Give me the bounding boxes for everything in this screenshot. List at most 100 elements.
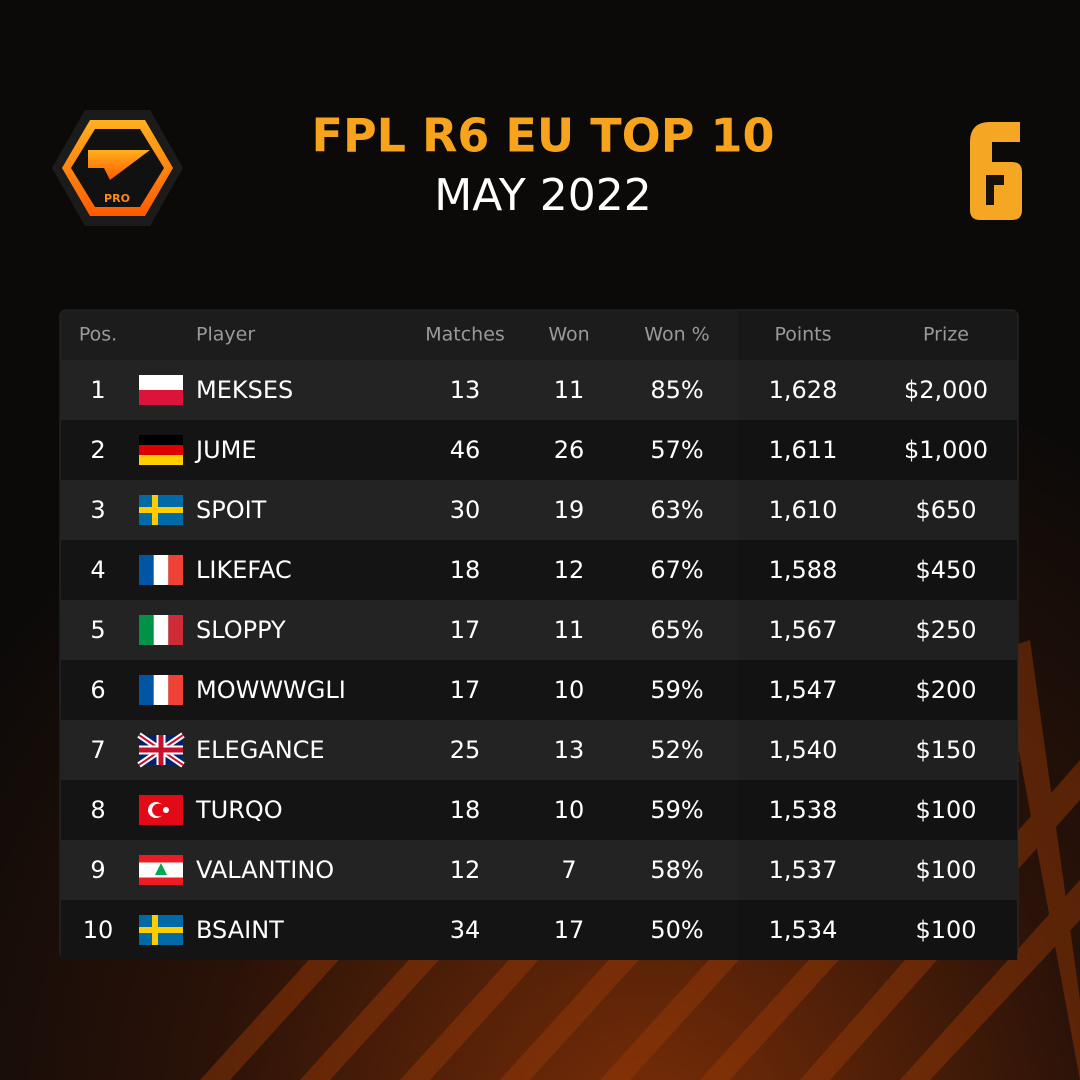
title: FPL R6 EU TOP 10 bbox=[312, 109, 775, 163]
flag bbox=[139, 555, 184, 585]
flag-part bbox=[168, 675, 184, 705]
player-name: TURQO bbox=[195, 796, 283, 824]
cell: 26 bbox=[554, 436, 585, 464]
player-name: JUME bbox=[194, 436, 257, 464]
cell: 1,540 bbox=[769, 736, 838, 764]
cell: 2 bbox=[90, 436, 105, 464]
flag bbox=[137, 732, 185, 768]
flag-part bbox=[139, 735, 183, 765]
player-name: ELEGANCE bbox=[196, 736, 325, 764]
row-bg-right bbox=[738, 660, 1017, 720]
cell: 1,611 bbox=[769, 436, 838, 464]
column-header: Pos. bbox=[79, 324, 117, 346]
header-row-right bbox=[738, 311, 1017, 360]
column-header: Points bbox=[774, 324, 831, 346]
cell: 34 bbox=[450, 916, 481, 944]
flag bbox=[139, 615, 184, 645]
cell: 63% bbox=[650, 496, 703, 524]
cell: 4 bbox=[90, 556, 105, 584]
cell: 10 bbox=[83, 916, 114, 944]
cell: 10 bbox=[554, 796, 585, 824]
cell: 8 bbox=[90, 796, 105, 824]
flag-part bbox=[168, 615, 184, 645]
cell: 10 bbox=[554, 676, 585, 704]
cell: 11 bbox=[554, 616, 585, 644]
row-bg-right bbox=[738, 840, 1017, 900]
flag-part bbox=[139, 445, 183, 455]
flag bbox=[139, 435, 183, 465]
flag bbox=[139, 375, 183, 405]
player-name: MOWWWGLI bbox=[196, 676, 346, 704]
cell: 58% bbox=[650, 856, 703, 884]
cell: $450 bbox=[915, 556, 976, 584]
flag-part bbox=[139, 555, 154, 585]
cell: 9 bbox=[90, 856, 105, 884]
cell: 1,534 bbox=[769, 916, 838, 944]
flag-part bbox=[152, 803, 165, 817]
row-bg-right bbox=[738, 540, 1017, 600]
cell: $650 bbox=[915, 496, 976, 524]
player-name: SLOPPY bbox=[196, 616, 286, 644]
cell: 59% bbox=[650, 676, 703, 704]
cell: 1,610 bbox=[769, 496, 838, 524]
flag-part bbox=[153, 675, 169, 705]
row-bg-right bbox=[738, 720, 1017, 780]
cell: 30 bbox=[450, 496, 481, 524]
flag-part bbox=[153, 555, 169, 585]
cell: 85% bbox=[650, 376, 703, 404]
flag-part bbox=[139, 435, 183, 445]
cell: 13 bbox=[450, 376, 481, 404]
column-header: Won % bbox=[644, 324, 709, 346]
cell: 6 bbox=[90, 676, 105, 704]
flag bbox=[139, 855, 183, 885]
flag-part bbox=[155, 863, 167, 875]
cell: 52% bbox=[650, 736, 703, 764]
pro-logo: PRO bbox=[52, 110, 183, 226]
column-header: Prize bbox=[923, 324, 969, 346]
row-bg-right bbox=[738, 360, 1017, 420]
flag-part bbox=[139, 615, 154, 645]
flag bbox=[139, 675, 184, 705]
flag bbox=[139, 915, 183, 945]
cell: $200 bbox=[915, 676, 976, 704]
cell: $150 bbox=[915, 736, 976, 764]
cell: 50% bbox=[650, 916, 703, 944]
player-name: SPOIT bbox=[196, 496, 267, 524]
logo-label: PRO bbox=[104, 192, 130, 205]
column-header: Player bbox=[196, 324, 255, 346]
flag-part bbox=[139, 855, 183, 863]
cell: 1,567 bbox=[769, 616, 838, 644]
cell: $1,000 bbox=[904, 436, 988, 464]
cell: 1 bbox=[90, 376, 105, 404]
cell: 1,547 bbox=[769, 676, 838, 704]
cell: 65% bbox=[650, 616, 703, 644]
cell: 17 bbox=[554, 916, 585, 944]
player-name: VALANTINO bbox=[196, 856, 334, 884]
row-bg-right bbox=[738, 780, 1017, 840]
flag-part bbox=[139, 390, 183, 405]
subtitle: MAY 2022 bbox=[434, 170, 652, 221]
cell: $100 bbox=[915, 856, 976, 884]
player-name: BSAINT bbox=[196, 916, 284, 944]
cell: 17 bbox=[450, 676, 481, 704]
cell: 12 bbox=[554, 556, 585, 584]
cell: 46 bbox=[450, 436, 481, 464]
cell: 1,538 bbox=[769, 796, 838, 824]
column-header: Matches bbox=[425, 324, 505, 346]
table: Pos. Player Matches Won Won % Points Prize 1 MEK… bbox=[61, 311, 1017, 960]
cell: 11 bbox=[554, 376, 585, 404]
cell: $2,000 bbox=[904, 376, 988, 404]
cell: 67% bbox=[650, 556, 703, 584]
flag-part bbox=[139, 455, 183, 465]
cell: 5 bbox=[90, 616, 105, 644]
flag-part bbox=[139, 927, 183, 933]
row-bg-right bbox=[738, 600, 1017, 660]
flag-part bbox=[139, 675, 154, 705]
cell: 18 bbox=[450, 796, 481, 824]
r6-logo bbox=[970, 122, 1022, 220]
cell: 1,537 bbox=[769, 856, 838, 884]
flag bbox=[139, 795, 183, 825]
cell: 25 bbox=[450, 736, 481, 764]
cell: $250 bbox=[915, 616, 976, 644]
cell: $100 bbox=[915, 796, 976, 824]
